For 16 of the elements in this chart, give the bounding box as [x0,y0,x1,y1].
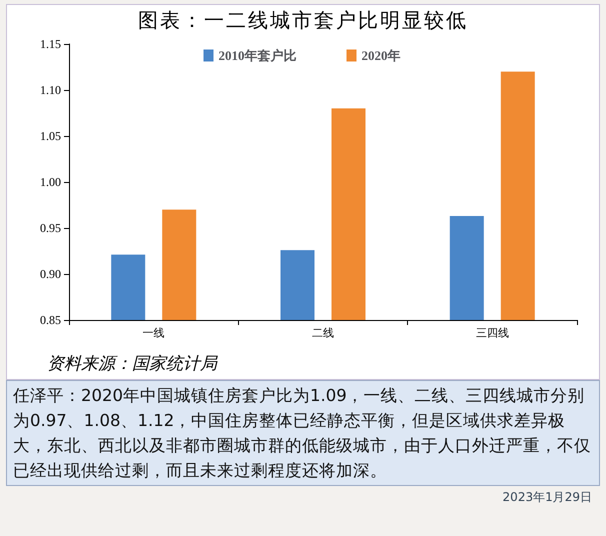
y-tick-label: 1.10 [40,83,61,97]
legend-label: 2010年套户比 [218,48,296,63]
y-tick-label: 1.00 [40,175,61,189]
text: 2023年1月29日 [502,489,593,506]
y-tick-label: 1.05 [40,129,61,143]
legend-label: 2020年 [362,48,400,63]
y-tick-label: 0.90 [40,267,61,281]
text: 任泽平：2020年中国城镇住房套户比为1.09，一线、二线、三四线城市分别为0.97、1.08、1.12，中国住房整体已经静态平衡，但是区域供求差异极大，东北、西北以及非都市圈城市群的低能级城市，由于人口外迁严重，不仅已经出现供给过剩，而且未来过剩程度还将加深。 [6,380,600,486]
x-tick-label: 一线 [142,326,165,340]
y-tick-label: 1.15 [40,37,61,51]
x-tick-label: 三四线 [476,326,509,340]
x-tick-label: 二线 [312,326,334,340]
text: 资料来源：国家统计局 [46,353,219,376]
y-tick-label: 0.85 [40,313,61,327]
chart-title: 图表：一二线城市套户比明显较低 [137,7,469,34]
y-tick-label: 0.95 [40,221,61,235]
